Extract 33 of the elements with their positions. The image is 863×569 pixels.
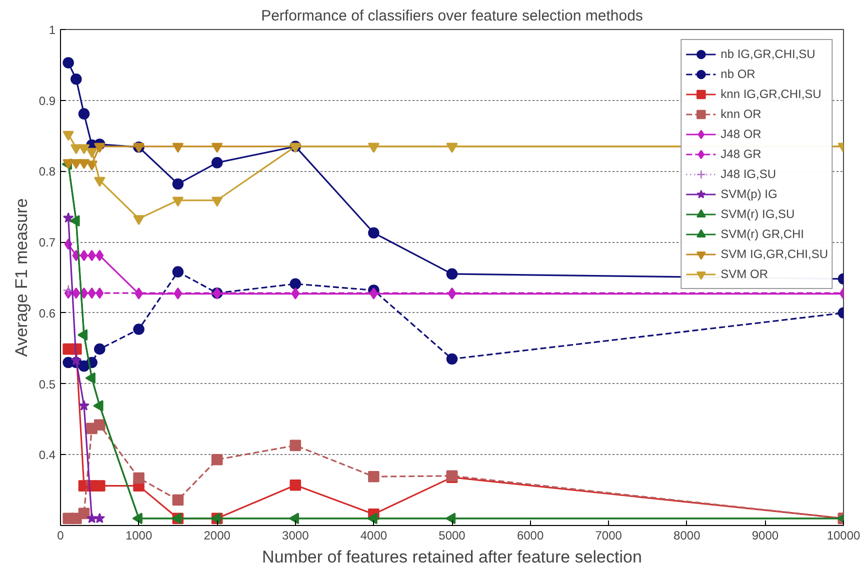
y-tick-label: 0.6 xyxy=(38,306,56,320)
x-tick-label: 4000 xyxy=(360,528,388,542)
x-tick-label: 9000 xyxy=(752,528,779,542)
legend-label: nb IG,GR,CHI,SU xyxy=(720,47,816,61)
chart-title: Performance of classifiers over feature selection methods xyxy=(261,8,643,24)
legend-label: knn IG,GR,CHI,SU xyxy=(720,87,822,101)
legend-label: nb OR xyxy=(720,67,756,81)
y-tick-label: 0.7 xyxy=(38,236,56,250)
x-tick-label: 1000 xyxy=(125,528,152,542)
x-tick-label: 2000 xyxy=(204,528,231,542)
x-tick-label: 10000 xyxy=(826,528,861,542)
y-axis-title: Average F1 measure xyxy=(12,198,31,357)
legend-label: SVM IG,GR,CHI,SU xyxy=(720,247,828,261)
legend-label: J48 GR xyxy=(720,147,762,161)
x-tick-label: 5000 xyxy=(438,528,466,542)
y-tick-label: 0.4 xyxy=(38,448,56,462)
legend-label: SVM OR xyxy=(720,267,768,281)
x-tick-label: 6000 xyxy=(516,528,544,542)
x-tick-label: 7000 xyxy=(595,528,622,542)
legend-label: J48 IG,SU xyxy=(720,167,776,181)
legend-label: SVM(p) IG xyxy=(720,187,778,201)
y-tick-label: 0.8 xyxy=(38,164,56,179)
y-tick-label: 1 xyxy=(48,23,56,37)
legend-label: SVM(r) GR,CHI xyxy=(720,227,804,241)
x-tick-label: 8000 xyxy=(674,528,701,542)
x-axis-title: Number of features retained after feature selection xyxy=(262,548,642,566)
legend-label: SVM(r) IG,SU xyxy=(720,207,795,221)
legend-label: J48 OR xyxy=(720,127,762,141)
legend-label: knn OR xyxy=(720,107,762,121)
y-tick-label: 0.5 xyxy=(38,377,56,392)
y-tick-label: 0.9 xyxy=(38,94,56,108)
x-tick-label: 0 xyxy=(57,528,64,542)
x-tick-label: 3000 xyxy=(282,528,310,542)
